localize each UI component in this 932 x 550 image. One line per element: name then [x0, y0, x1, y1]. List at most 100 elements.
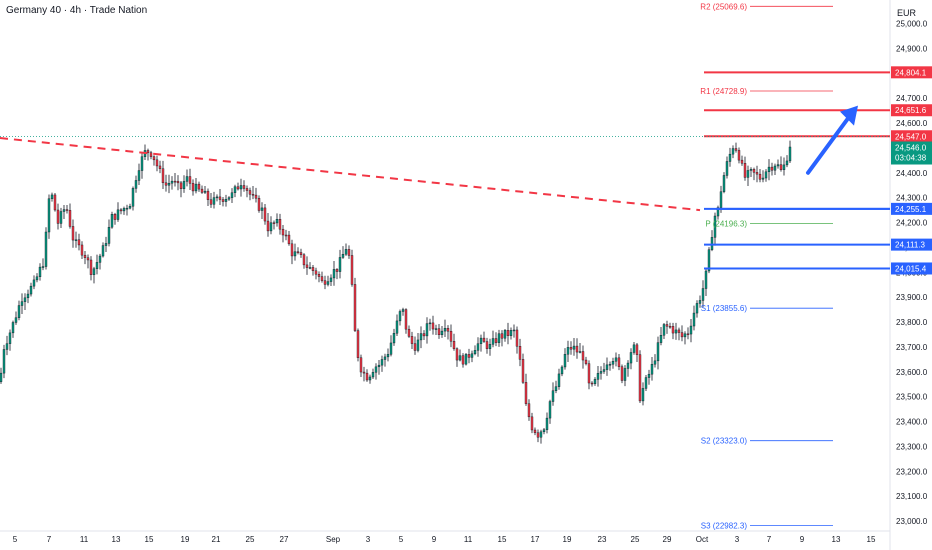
candle-body: [140, 156, 144, 171]
candle-body: [326, 281, 330, 285]
y-tick-label: 24,300.0: [896, 194, 928, 203]
candle-body: [206, 190, 210, 200]
candle-body: [659, 335, 663, 343]
candle-body: [365, 372, 369, 381]
candle-body: [773, 165, 777, 171]
candle-body: [701, 288, 705, 301]
candle-body: [368, 376, 372, 381]
candle-body: [194, 183, 198, 192]
pivot-label: S1 (23855.6): [701, 304, 748, 313]
candle-body: [596, 373, 600, 380]
price-label-bg: [891, 104, 932, 117]
candle-body: [401, 309, 405, 312]
x-tick-label: 9: [800, 535, 805, 544]
candle-body: [278, 219, 282, 230]
y-tick-label: 23,800.0: [896, 318, 928, 327]
candle-body: [359, 357, 363, 373]
candle-body: [92, 268, 96, 275]
current-price-box: [891, 141, 932, 165]
candle-body: [767, 166, 771, 173]
pivot-label: P (24196.3): [705, 219, 747, 228]
candle-body: [71, 226, 75, 241]
candle-body: [419, 333, 423, 341]
candle-body: [737, 150, 741, 161]
candle-body: [527, 403, 531, 418]
candle-body: [650, 363, 654, 375]
candle-body: [431, 322, 435, 330]
candle-body: [575, 345, 579, 353]
candle-body: [299, 252, 303, 255]
candle-body: [17, 305, 21, 318]
pivot-label: R2 (25069.6): [700, 2, 747, 11]
candle-body: [242, 185, 246, 189]
candle-body: [581, 351, 585, 361]
current-price-value: 24,546.0: [895, 144, 927, 153]
candle-body: [464, 354, 468, 365]
x-tick-label: 7: [47, 535, 52, 544]
candle-body: [482, 337, 486, 342]
currency-label: EUR: [897, 8, 917, 18]
pivots-layer: R2 (25069.6) R1 (24728.9) P (24196.3) S1 (2…: [700, 2, 833, 530]
price-label: 24,804.1: [895, 68, 927, 77]
candle-body: [614, 357, 618, 362]
candle-body: [425, 323, 429, 337]
candle-body: [95, 262, 99, 269]
candle-body: [722, 175, 726, 192]
candle-body: [293, 251, 297, 257]
y-tick-label: 23,300.0: [896, 442, 928, 451]
chart-title: Germany 40 · 4h · Trade Nation: [6, 5, 148, 16]
candle-body: [110, 214, 114, 228]
candle-body: [476, 343, 480, 351]
x-tick-label: 15: [498, 535, 507, 544]
candle-body: [275, 219, 279, 224]
price-label-bg: [891, 130, 932, 143]
candle-body: [65, 209, 69, 211]
candle-body: [158, 165, 162, 169]
y-tick-label: 23,100.0: [896, 492, 928, 501]
candle-body: [86, 257, 90, 261]
candle-body: [416, 339, 420, 351]
candle-body: [440, 330, 444, 336]
candle-body: [542, 429, 546, 433]
candle-body: [383, 356, 387, 360]
pivot-label: S2 (23323.0): [701, 437, 748, 446]
candle-body: [584, 359, 588, 364]
candle-body: [29, 285, 33, 295]
candle-body: [506, 330, 510, 336]
x-tick-label: 13: [832, 535, 841, 544]
candle-body: [38, 266, 42, 278]
candle-body: [296, 251, 300, 253]
candle-body: [656, 342, 660, 362]
candle-body: [485, 341, 489, 349]
candle-body: [719, 191, 723, 208]
candle-body: [227, 197, 231, 200]
candle-body: [338, 257, 342, 272]
candle-body: [434, 328, 438, 330]
candles-layer: [0, 140, 792, 444]
x-axis[interactable]: 5 7 11 13 15 19 21 25 27 Sep 3 5 9 11 15 17 19 23 25 29 Oct 3…: [13, 535, 876, 544]
candle-body: [530, 416, 534, 431]
candle-body: [512, 329, 516, 332]
x-tick-label: 25: [246, 535, 255, 544]
candle-body: [314, 270, 318, 275]
candle-body: [41, 266, 45, 268]
candle-body: [644, 377, 648, 389]
pivot-label: S3 (22982.3): [701, 521, 748, 530]
trendline[interactable]: [0, 137, 701, 212]
candle-body: [398, 311, 402, 322]
price-label: 24,111.3: [895, 241, 926, 250]
candle-body: [752, 169, 756, 173]
candle-body: [734, 148, 738, 151]
candle-body: [611, 361, 615, 365]
candle-body: [218, 196, 222, 200]
candle-body: [647, 373, 651, 378]
candle-body: [503, 330, 507, 339]
candle-body: [746, 170, 750, 178]
candle-body: [68, 210, 72, 227]
y-tick-label: 23,700.0: [896, 343, 928, 352]
candle-body: [128, 206, 132, 209]
candle-body: [251, 194, 255, 196]
bullish-arrow[interactable]: [806, 113, 852, 175]
x-tick-label: 5: [13, 535, 18, 544]
